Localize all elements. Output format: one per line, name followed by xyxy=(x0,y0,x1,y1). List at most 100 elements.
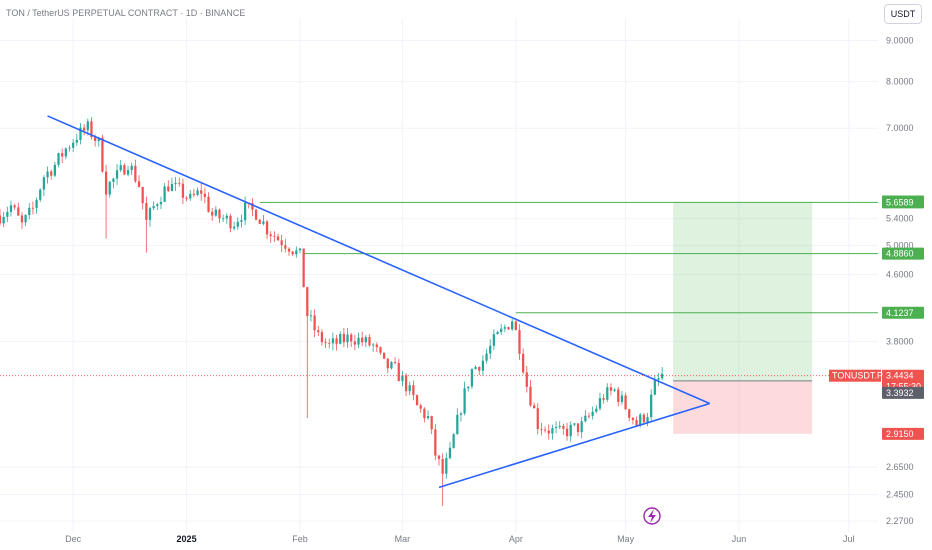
candle-body xyxy=(163,186,166,202)
candle xyxy=(562,423,565,435)
x-tick-label: Jul xyxy=(843,534,855,544)
candle xyxy=(39,188,42,202)
candle xyxy=(576,423,580,437)
candle-body xyxy=(474,367,477,370)
candle xyxy=(573,423,576,427)
candle xyxy=(178,177,181,187)
candle xyxy=(126,165,130,177)
candle xyxy=(511,318,514,331)
candle xyxy=(181,178,185,204)
candle-body xyxy=(331,338,335,344)
candle xyxy=(657,373,660,386)
candle xyxy=(2,211,5,228)
candle xyxy=(492,329,496,350)
candle-body xyxy=(492,334,496,346)
candle xyxy=(112,177,115,189)
candle xyxy=(280,234,283,253)
candle-body xyxy=(232,226,236,229)
candle xyxy=(598,392,602,411)
candle-body xyxy=(134,165,137,182)
candle xyxy=(335,335,338,351)
candle-body xyxy=(258,219,261,224)
candle xyxy=(507,326,510,330)
candle xyxy=(551,424,554,440)
candle xyxy=(83,124,86,136)
candles xyxy=(0,117,664,507)
candle-body xyxy=(101,137,104,172)
candle-body xyxy=(361,337,364,343)
candle-body xyxy=(291,251,294,255)
candle xyxy=(653,374,656,396)
candle xyxy=(196,187,199,197)
candle-body xyxy=(13,205,16,208)
candle-body xyxy=(324,342,327,343)
level-tag-bg xyxy=(882,247,924,260)
candle-body xyxy=(646,417,649,423)
candle xyxy=(463,381,466,416)
candle xyxy=(452,433,455,449)
candle xyxy=(448,441,452,460)
candle xyxy=(148,206,152,227)
candle-body xyxy=(159,201,163,205)
candle xyxy=(13,203,16,211)
candle-body xyxy=(580,421,583,433)
trendlines[interactable] xyxy=(47,115,711,489)
candle-body xyxy=(401,375,404,382)
candle-body xyxy=(123,165,126,175)
last-price-tag-text: 17:55:30 xyxy=(886,382,921,392)
candle xyxy=(342,327,346,348)
x-tick-label: May xyxy=(617,534,635,544)
candle-body xyxy=(269,234,272,236)
level-tag: 4.1237 xyxy=(882,306,924,319)
candle-body xyxy=(584,415,587,422)
y-tick-label: 5.4000 xyxy=(886,214,914,224)
candle xyxy=(587,412,591,419)
candle xyxy=(20,212,24,229)
candle-body xyxy=(214,209,217,216)
candle-body xyxy=(178,182,181,184)
candle-body xyxy=(79,127,82,140)
candle xyxy=(339,331,342,345)
candle xyxy=(485,348,488,364)
flash-icon[interactable] xyxy=(643,507,661,525)
entry-tag-bg xyxy=(882,386,924,399)
candle xyxy=(503,324,506,333)
candle-body xyxy=(565,428,569,437)
candle xyxy=(189,189,192,201)
candle xyxy=(661,367,664,381)
candle xyxy=(236,217,239,230)
symbol-tag-bg xyxy=(829,369,881,382)
candle-body xyxy=(262,221,265,224)
candle-body xyxy=(90,121,93,138)
candle xyxy=(35,197,38,214)
candle xyxy=(441,453,444,507)
x-tick-label: Apr xyxy=(509,534,523,544)
candle xyxy=(602,393,605,404)
candle xyxy=(419,403,422,413)
candle-body xyxy=(46,171,49,178)
candle xyxy=(295,246,298,258)
candle-body xyxy=(145,203,148,220)
candle xyxy=(646,412,649,427)
candle xyxy=(152,201,155,211)
candle-body xyxy=(203,193,207,197)
candle-body xyxy=(452,434,455,448)
candle-body xyxy=(522,353,525,373)
candle-body xyxy=(229,215,232,229)
stop-tag: 2.9150 xyxy=(882,427,924,440)
candle-body xyxy=(635,419,638,426)
candle xyxy=(397,358,400,382)
candle-body xyxy=(115,170,119,179)
candle xyxy=(554,421,558,434)
candle xyxy=(276,233,280,241)
level-tag-text: 4.8860 xyxy=(886,249,914,259)
currency-button[interactable]: USDT xyxy=(884,4,922,24)
y-tick-label: 2.4500 xyxy=(886,489,914,499)
candle xyxy=(159,196,163,210)
candle-body xyxy=(6,211,9,217)
candle xyxy=(123,163,126,176)
level-tag: 4.8860 xyxy=(882,247,924,260)
ascending-support-trendline xyxy=(438,402,710,489)
candle-body xyxy=(276,236,280,241)
